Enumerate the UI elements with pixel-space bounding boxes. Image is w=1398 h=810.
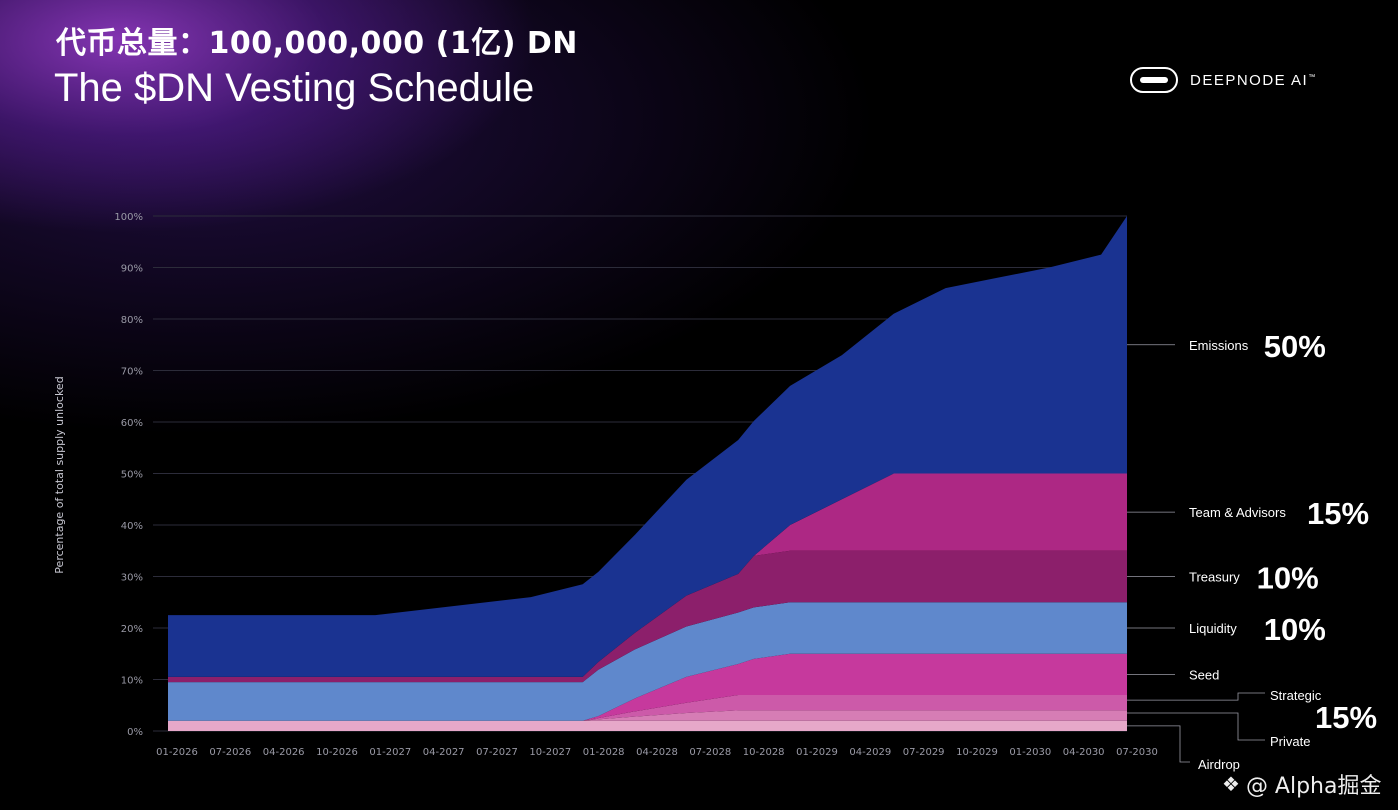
legend-pct-team-advisors: 15% (1307, 496, 1369, 531)
y-tick-label: 60% (121, 418, 143, 429)
watermark: ❖ @ Alpha掘金 (1222, 768, 1381, 800)
y-tick-label: 80% (121, 315, 143, 326)
legend-label-seed: Seed (1189, 667, 1219, 682)
legend-pct-liquidity: 10% (1264, 612, 1326, 647)
x-tick-label: 07-2030 (1116, 747, 1158, 758)
watermark-text: @ Alpha掘金 (1245, 774, 1382, 799)
legend-pct-group: 15% (1315, 700, 1377, 735)
y-axis-label: Percentage of total supply unlocked (53, 376, 66, 573)
y-tick-label: 90% (121, 264, 143, 275)
page-title: The $DN Vesting Schedule (54, 66, 535, 110)
legend: Emissions 50% Team & Advisors 15% Treasury 10… (1127, 329, 1377, 772)
x-tick-label: 01-2029 (796, 747, 838, 758)
legend-label-emissions: Emissions (1189, 338, 1249, 353)
x-tick-label: 01-2030 (1009, 747, 1051, 758)
area-airdrop (168, 720, 1127, 731)
x-axis: 01-2026 07-2026 04-2026 10-2026 01-2027 04-20… (156, 747, 1158, 758)
legend-label-treasury: Treasury (1189, 570, 1240, 585)
x-tick-label: 10-2027 (529, 747, 571, 758)
y-tick-label: 50% (121, 470, 143, 481)
y-tick-label: 10% (121, 676, 143, 687)
area-team-advisors (168, 473, 1127, 677)
x-tick-label: 04-2026 (263, 747, 305, 758)
x-tick-label: 01-2027 (369, 747, 411, 758)
y-tick-label: 100% (114, 212, 143, 223)
legend-label-strategic: Strategic (1270, 688, 1322, 703)
page-title-cn: 代币总量：100,000,000 (1亿) DN (56, 26, 578, 61)
y-axis: 0% 10% 20% 30% 40% 50% 60% 70% 80% 90% 100% (114, 212, 143, 738)
brand: DEEPNODE AI™ (1130, 66, 1317, 94)
leader-line (1127, 725, 1190, 763)
legend-label-airdrop: Airdrop (1198, 757, 1240, 772)
y-tick-label: 40% (121, 521, 143, 532)
area-emissions (168, 216, 1127, 677)
stacked-areas (168, 216, 1127, 731)
deepnode-logo-icon (1130, 67, 1178, 93)
area-treasury (168, 550, 1127, 683)
area-seed (168, 653, 1127, 721)
x-tick-label: 07-2027 (476, 747, 518, 758)
leader-line (1127, 712, 1265, 741)
legend-pct-emissions: 50% (1264, 329, 1326, 364)
leader-line (1127, 692, 1265, 701)
x-tick-label: 04-2029 (849, 747, 891, 758)
x-tick-label: 10-2028 (743, 747, 785, 758)
legend-label-liquidity: Liquidity (1189, 621, 1237, 636)
y-tick-label: 0% (127, 727, 143, 738)
brand-name: DEEPNODE AI™ (1190, 71, 1317, 89)
y-tick-label: 20% (121, 624, 143, 635)
legend-label-team-advisors: Team & Advisors (1189, 505, 1286, 520)
x-tick-label: 01-2028 (583, 747, 625, 758)
x-tick-label: 07-2029 (903, 747, 945, 758)
legend-pct-treasury: 10% (1257, 561, 1319, 596)
legend-label-private: Private (1270, 734, 1310, 749)
x-tick-label: 07-2026 (209, 747, 251, 758)
x-tick-label: 10-2029 (956, 747, 998, 758)
area-strategic (168, 695, 1127, 721)
y-tick-label: 70% (121, 367, 143, 378)
x-tick-label: 04-2030 (1063, 747, 1105, 758)
x-tick-label: 04-2027 (423, 747, 465, 758)
x-tick-label: 07-2028 (689, 747, 731, 758)
x-tick-label: 10-2026 (316, 747, 358, 758)
y-tick-label: 30% (121, 573, 143, 584)
x-tick-label: 01-2026 (156, 747, 198, 758)
area-private (168, 710, 1127, 721)
x-tick-label: 04-2028 (636, 747, 678, 758)
area-liquidity (168, 602, 1127, 721)
diamond-logo-icon: ❖ (1222, 772, 1240, 796)
